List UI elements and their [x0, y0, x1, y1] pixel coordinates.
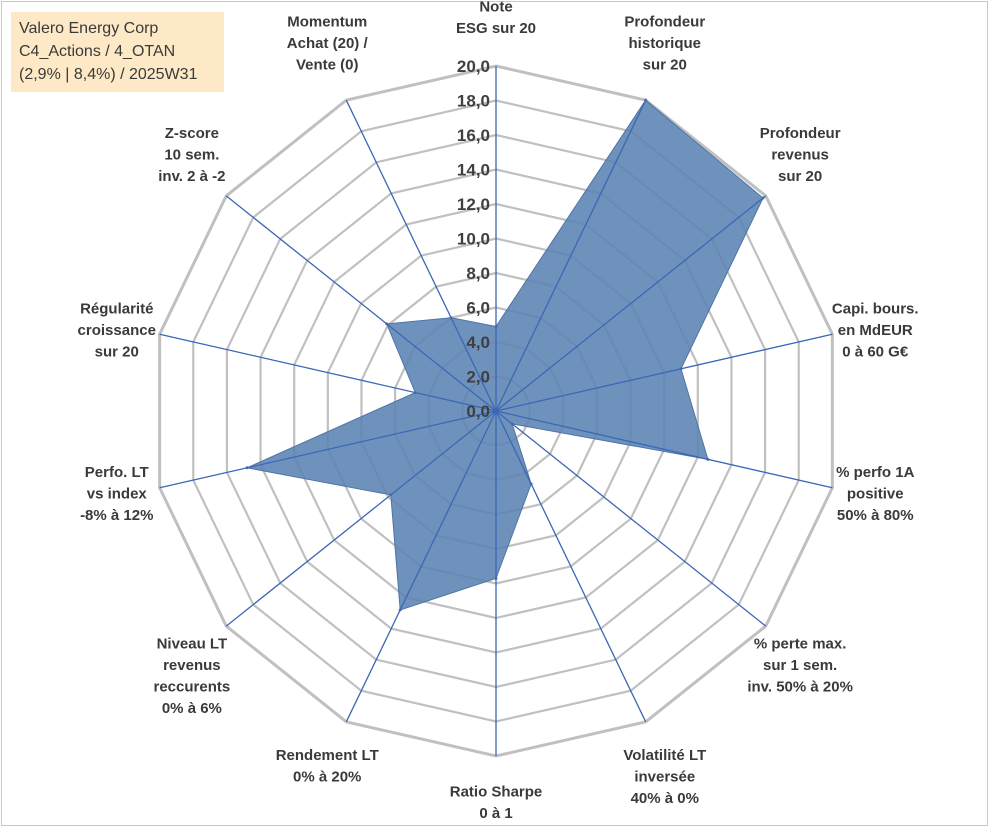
tick-label: 0,0 [466, 402, 490, 421]
tick-label: 20,0 [457, 57, 490, 76]
axis-spoke [345, 99, 497, 412]
axis-spoke [495, 410, 833, 489]
series-area [245, 99, 764, 611]
axis-label: Profondeur revenus sur 20 [760, 125, 841, 185]
axis-spoke [159, 333, 497, 412]
title-line-company: Valero Energy Corp [19, 20, 159, 37]
axis-label: Capi. bours. en MdEUR 0 à 60 G€ [832, 301, 919, 361]
chart-title-box: Valero Energy Corp C4_Actions / 4_OTAN (… [11, 12, 224, 92]
tick-label: 8,0 [466, 264, 490, 283]
axis-spoke [495, 99, 647, 412]
title-line-stats: (2,9% | 8,4%) / 2025W31 [19, 66, 198, 83]
tick-label: 12,0 [457, 195, 490, 214]
tick-label: 10,0 [457, 230, 490, 249]
axis-label: % perte max. sur 1 sem. inv. 50% à 20% [747, 635, 853, 695]
axis-label: Momentum Achat (20) / Vente (0) [287, 13, 369, 73]
tick-label: 4,0 [466, 333, 490, 352]
axis-spoke [225, 410, 497, 627]
axis-label: Rendement LT 0% à 20% [276, 747, 379, 786]
tick-label: 18,0 [457, 92, 490, 111]
tick-label: 16,0 [457, 126, 490, 145]
axis-label: Profondeur historique sur 20 [624, 13, 705, 73]
tick-label: 6,0 [466, 299, 490, 318]
axis-label: Z-score 10 sem. inv. 2 à -2 [158, 125, 225, 185]
axis-spoke [159, 410, 497, 489]
axis-spoke [495, 410, 647, 723]
axis-label: Note ESG sur 20 [456, 0, 536, 37]
axis-spoke [345, 410, 497, 723]
axis-label: Volatilité LT inversée 40% à 0% [623, 747, 706, 807]
axis-spoke [495, 195, 767, 412]
axis-label: Régularité croissance sur 20 [78, 301, 156, 361]
tick-label: 14,0 [457, 161, 490, 180]
axis-spoke [225, 195, 497, 412]
axis-label: Ratio Sharpe 0 à 1 [450, 784, 543, 823]
axis-label: Niveau LT revenus reccurents 0% à 6% [154, 635, 231, 717]
title-line-category: C4_Actions / 4_OTAN [19, 43, 176, 60]
tick-label: 2,0 [466, 368, 490, 387]
axis-spoke [495, 333, 833, 412]
axis-label: % perfo 1A positive 50% à 80% [836, 464, 915, 524]
axis-spoke [495, 410, 767, 627]
axis-label: Perfo. LT vs index -8% à 12% [80, 464, 153, 524]
